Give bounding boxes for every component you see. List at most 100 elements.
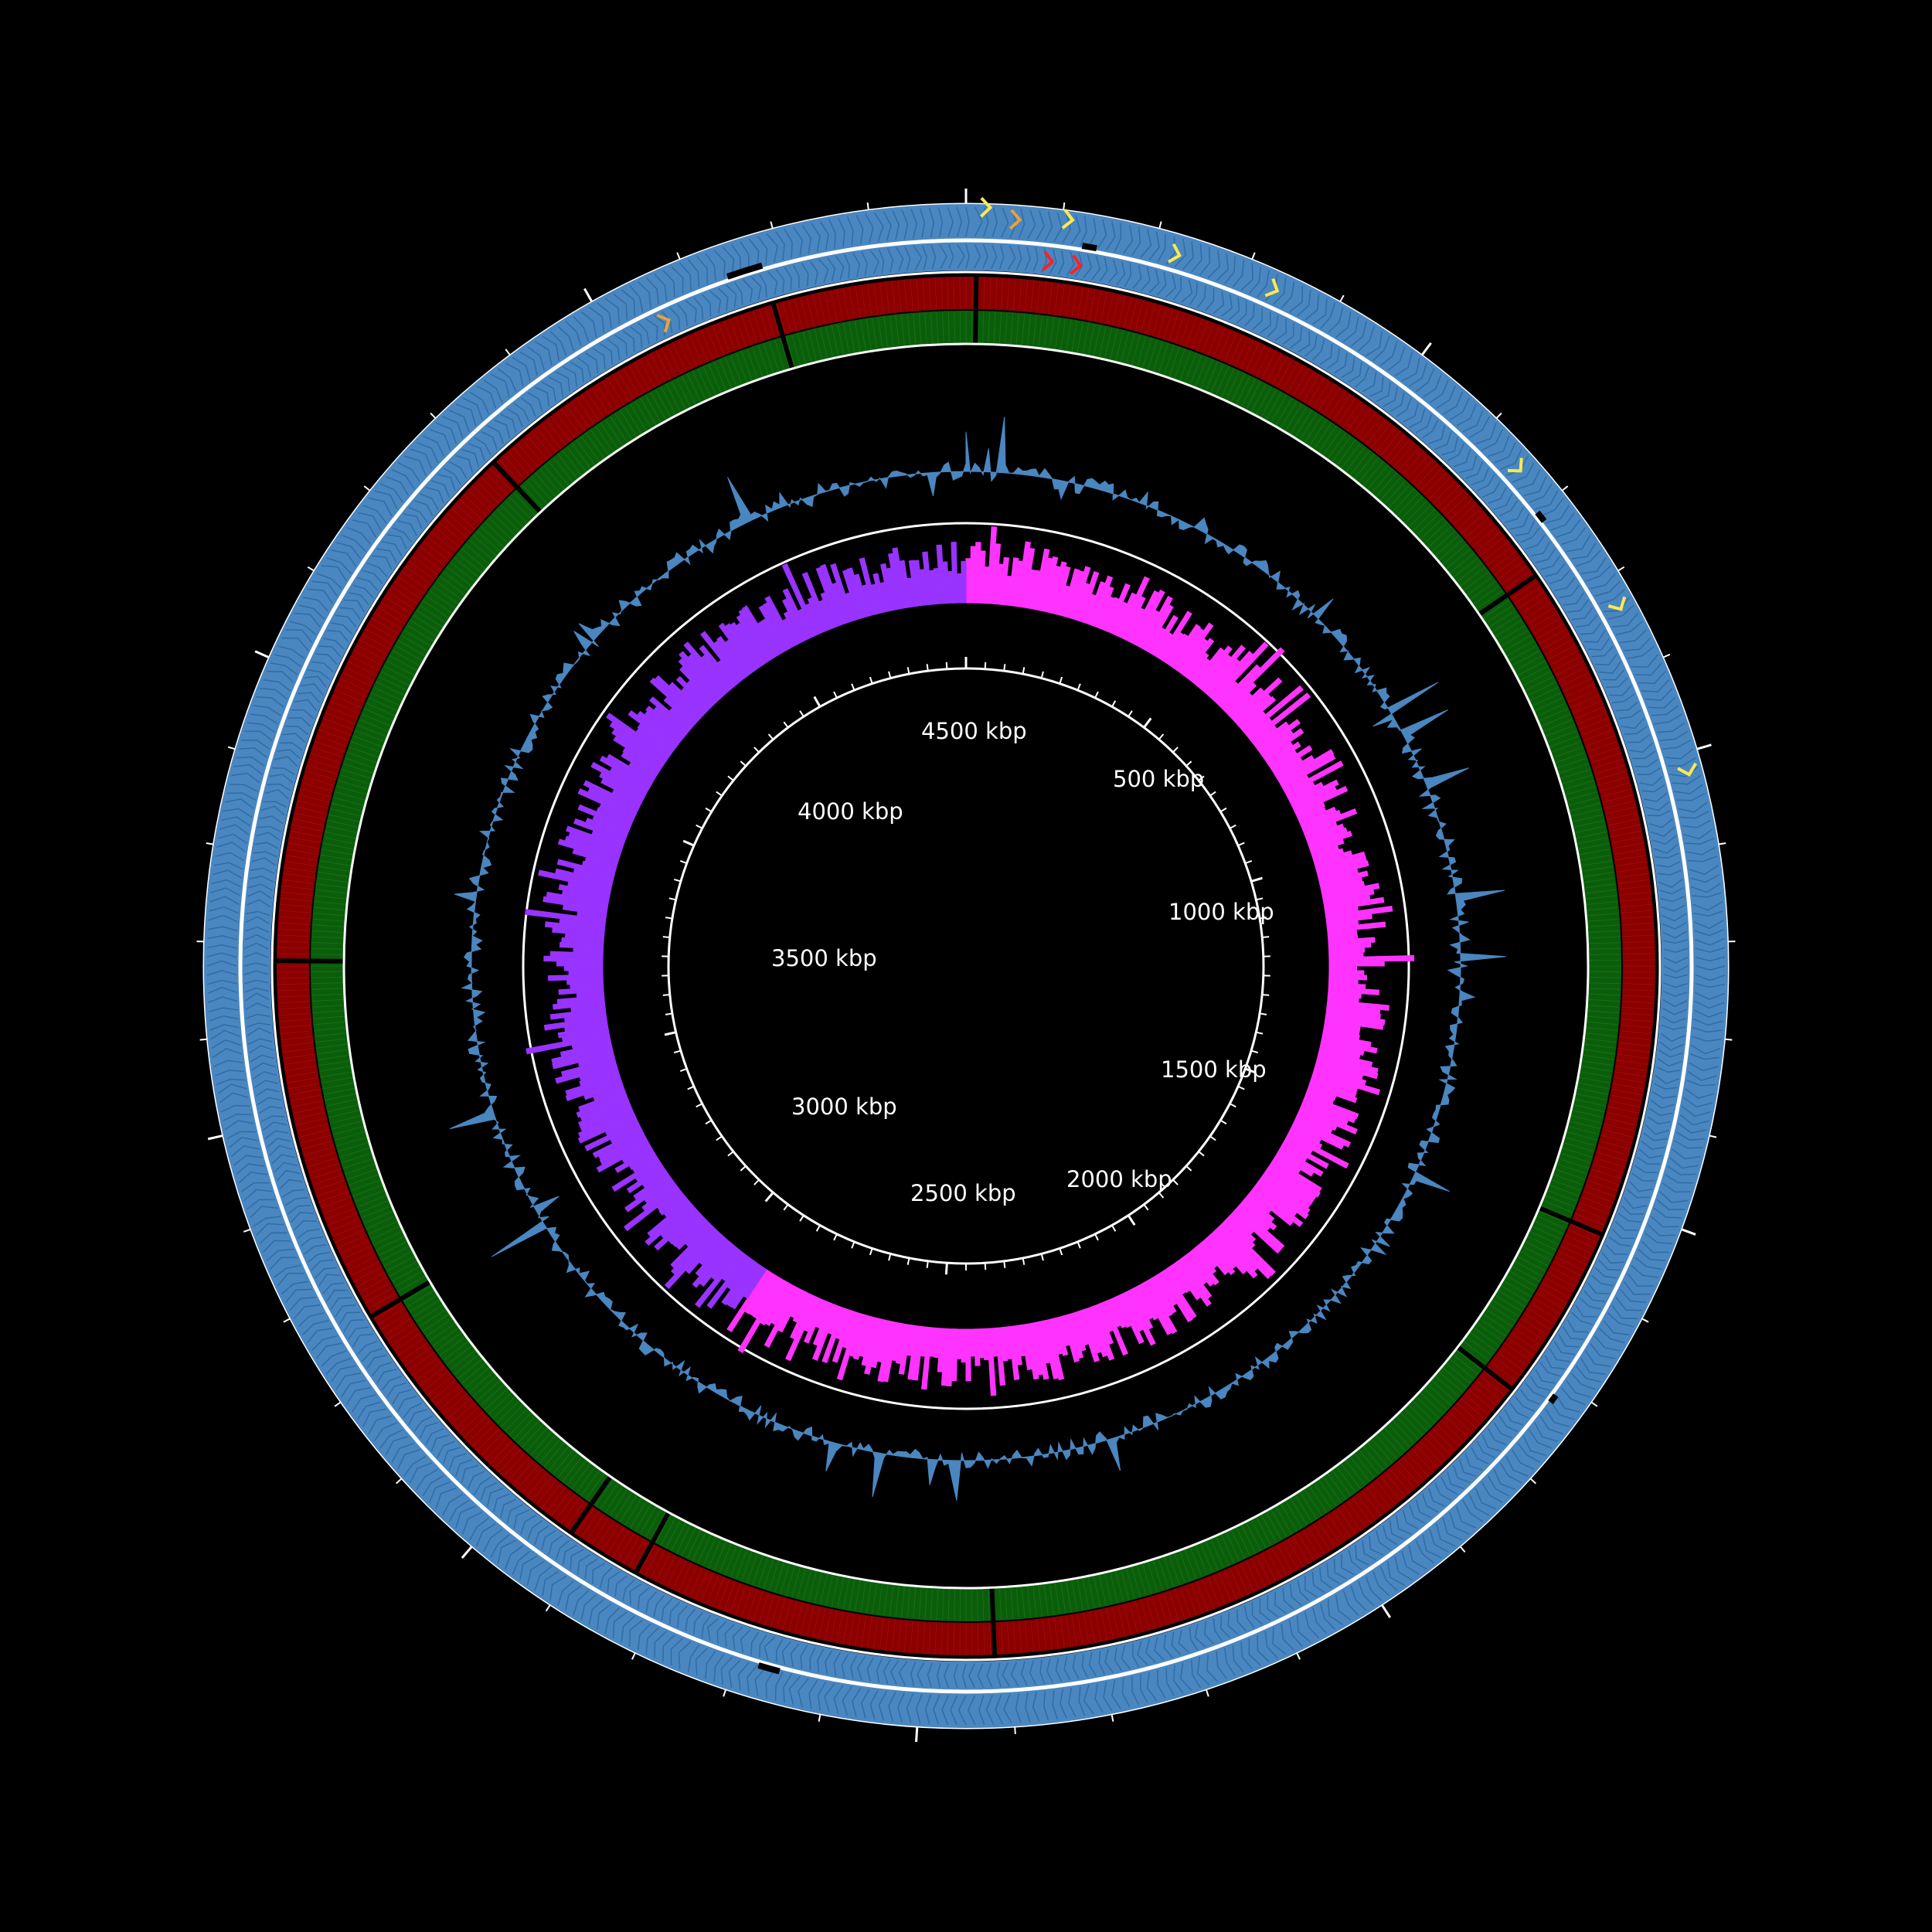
scale-minor-tick <box>888 1253 892 1261</box>
highlighted-gene-marker <box>656 314 671 333</box>
scale-minor-tick <box>1003 664 1006 672</box>
scale-label-2500: 2500 kbp <box>910 1180 1016 1206</box>
outer-axis-tick <box>723 1689 727 1697</box>
ring-gap <box>973 277 979 344</box>
scale-minor-tick <box>1040 1253 1044 1261</box>
scale-minor-tick <box>799 1215 804 1222</box>
outer-axis-tick <box>199 1038 208 1041</box>
outer-axis-tick <box>1641 1318 1649 1323</box>
ring-gap <box>634 1512 671 1573</box>
outer-axis-tick <box>1680 1228 1696 1236</box>
cds-inner-ring <box>270 270 1662 1662</box>
scale-minor-tick <box>1185 760 1192 767</box>
strand-separator-ring <box>238 238 1694 1694</box>
outer-axis-tick <box>1617 566 1625 572</box>
scale-minor-tick <box>1077 683 1081 691</box>
scale-labels: 500 kbp 1000 kbp 1500 kbp 2000 kbp 2500 … <box>771 718 1274 1206</box>
scale-minor-tick <box>679 1068 688 1073</box>
scale-label-4500: 4500 kbp <box>921 718 1027 744</box>
outer-axis-tick <box>631 1651 637 1660</box>
outer-axis-tick <box>1459 1546 1466 1553</box>
scale-minor-tick <box>696 1103 703 1108</box>
scale-label-1500: 1500 kbp <box>1161 1056 1267 1083</box>
scale-minor-tick <box>783 721 789 729</box>
scale-minor-tick <box>674 878 682 883</box>
cds-gap <box>1548 1393 1559 1405</box>
outer-axis-tick <box>430 412 437 420</box>
outer-axis-tick <box>396 1478 403 1485</box>
outer-axis-tick <box>545 1604 551 1612</box>
scale-minor-tick <box>851 683 855 691</box>
outer-axis-tick <box>1251 252 1256 260</box>
scale-minor-tick <box>1143 1203 1149 1211</box>
scale-minor-tick <box>906 1257 910 1265</box>
scale-minor-tick <box>1158 733 1165 740</box>
outer-axis-tick <box>1295 1651 1301 1660</box>
scale-minor-tick <box>727 775 734 781</box>
gc-content-plot <box>449 417 1506 1501</box>
outer-axis-tick <box>1718 842 1726 845</box>
scale-minor-tick <box>783 1203 789 1211</box>
scale-minor-tick <box>1059 676 1063 684</box>
scale-minor-tick <box>753 1179 760 1185</box>
scale-major-tick <box>664 1031 676 1036</box>
outer-axis-tick <box>334 1401 342 1407</box>
red-similarity-ring <box>277 277 1655 1655</box>
outer-axis-tick <box>1590 1401 1598 1407</box>
highlighted-gene-marker <box>1070 254 1083 275</box>
gc-content-track <box>449 417 1506 1501</box>
outer-axis-tick <box>818 1713 821 1722</box>
scale-major-tick <box>764 1192 774 1202</box>
scale-minor-tick <box>705 1119 713 1125</box>
cds-gap <box>1535 510 1547 523</box>
scale-major-tick <box>1250 876 1263 883</box>
ring-gap <box>370 1280 431 1318</box>
reverse-cds-band <box>241 241 1691 1691</box>
outer-axis-tick <box>505 349 512 356</box>
highlighted-gene-marker <box>1167 243 1182 264</box>
gc-skew-negative <box>525 541 967 1310</box>
scale-minor-tick <box>1209 1135 1216 1141</box>
scale-minor-tick <box>740 760 747 767</box>
scale-major-tick <box>1244 1067 1257 1074</box>
scale-minor-tick <box>1244 859 1253 864</box>
scale-minor-tick <box>1172 747 1179 753</box>
scale-minor-tick <box>1077 1241 1081 1249</box>
scale-label-3500: 3500 kbp <box>771 945 877 971</box>
highlighted-gene-marker <box>1061 209 1075 230</box>
reverse-cds-arrows <box>243 243 1689 1689</box>
scale-minor-tick <box>705 807 713 813</box>
scale-minor-tick <box>1256 1031 1264 1035</box>
scale-minor-tick <box>1172 1179 1179 1185</box>
scale-minor-tick <box>984 662 987 669</box>
outer-axis-tick <box>1724 1038 1733 1041</box>
outer-axis-tick <box>363 485 371 492</box>
scale-minor-tick <box>1219 807 1227 813</box>
outer-axis-tick <box>866 202 869 211</box>
scale-label-500: 500 kbp <box>1113 766 1204 792</box>
ring-gap <box>570 1475 612 1533</box>
scale-label-3000: 3000 kbp <box>791 1094 897 1120</box>
ring-gap <box>770 303 794 369</box>
highlighted-gene-marker <box>980 196 993 218</box>
similarity-rings <box>277 277 1655 1655</box>
outer-axis-tick <box>1205 1689 1209 1697</box>
scale-major-tick <box>682 839 695 847</box>
scale-label-2000: 2000 kbp <box>1066 1166 1172 1192</box>
highlighted-gene-marker <box>1677 762 1698 777</box>
scale-ring <box>196 189 1736 1743</box>
scale-label-1000: 1000 kbp <box>1168 899 1274 925</box>
scale-minor-tick <box>1198 775 1205 781</box>
scale-minor-tick <box>665 1012 673 1015</box>
scale-minor-tick <box>869 676 873 684</box>
outer-axis-tick <box>1158 221 1162 230</box>
ring-gap <box>1539 1206 1603 1236</box>
outer-axis-tick <box>1338 294 1345 303</box>
scale-minor-tick <box>674 1049 682 1054</box>
scale-label-4000: 4000 kbp <box>798 798 903 825</box>
scale-minor-tick <box>926 664 929 672</box>
outer-axis-tick <box>1380 1604 1392 1618</box>
scale-minor-tick <box>753 747 760 753</box>
scale-minor-tick <box>1111 700 1117 708</box>
